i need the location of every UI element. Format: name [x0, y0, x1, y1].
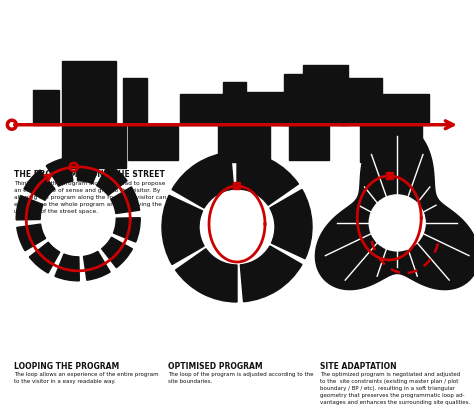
Bar [128, 125, 178, 160]
Bar [62, 61, 116, 125]
Polygon shape [315, 124, 474, 290]
Bar [180, 94, 235, 125]
Wedge shape [16, 196, 43, 220]
Wedge shape [270, 189, 312, 258]
Wedge shape [240, 246, 302, 302]
Bar [33, 90, 59, 125]
Text: The loop allows an experience of the entire program
to the visitor in a easy rea: The loop allows an experience of the ent… [14, 372, 159, 384]
Wedge shape [111, 187, 140, 213]
Wedge shape [77, 157, 101, 184]
Bar [123, 78, 147, 125]
Text: The optimized program is negotiated and adjusted
to the  site constraints (exist: The optimized program is negotiated and … [320, 372, 470, 405]
Wedge shape [29, 242, 60, 273]
Wedge shape [172, 152, 234, 208]
Bar [386, 173, 393, 180]
Bar [223, 82, 246, 125]
Wedge shape [97, 164, 127, 196]
Wedge shape [175, 249, 237, 302]
Wedge shape [113, 218, 140, 242]
Bar [341, 78, 382, 125]
Bar [62, 125, 126, 168]
Text: THE PROGRAM ALONG THE STREET: THE PROGRAM ALONG THE STREET [14, 170, 165, 179]
Bar [218, 125, 270, 162]
Bar [234, 182, 240, 189]
Wedge shape [101, 237, 132, 267]
Circle shape [369, 195, 425, 251]
Wedge shape [162, 196, 204, 265]
Bar [284, 74, 312, 125]
Wedge shape [17, 224, 46, 251]
Bar [303, 65, 348, 125]
Wedge shape [55, 254, 79, 281]
Wedge shape [83, 252, 110, 280]
Text: SITE ADAPTATION: SITE ADAPTATION [320, 362, 397, 371]
Text: OPTIMISED PROGRAM: OPTIMISED PROGRAM [168, 362, 263, 371]
Bar [289, 125, 329, 160]
Text: LOOPING THE PROGRAM: LOOPING THE PROGRAM [14, 362, 119, 371]
Wedge shape [237, 152, 299, 205]
Text: The loop of the program is adjusted according to the
site boundaries.: The loop of the program is adjusted acco… [168, 372, 314, 384]
Bar [379, 94, 429, 125]
Wedge shape [24, 170, 55, 200]
Text: Think about the program along the road to propose
an experience of sense and giv: Think about the program along the road t… [14, 181, 166, 214]
Bar [246, 92, 292, 125]
Wedge shape [46, 157, 73, 186]
Bar [360, 125, 422, 162]
